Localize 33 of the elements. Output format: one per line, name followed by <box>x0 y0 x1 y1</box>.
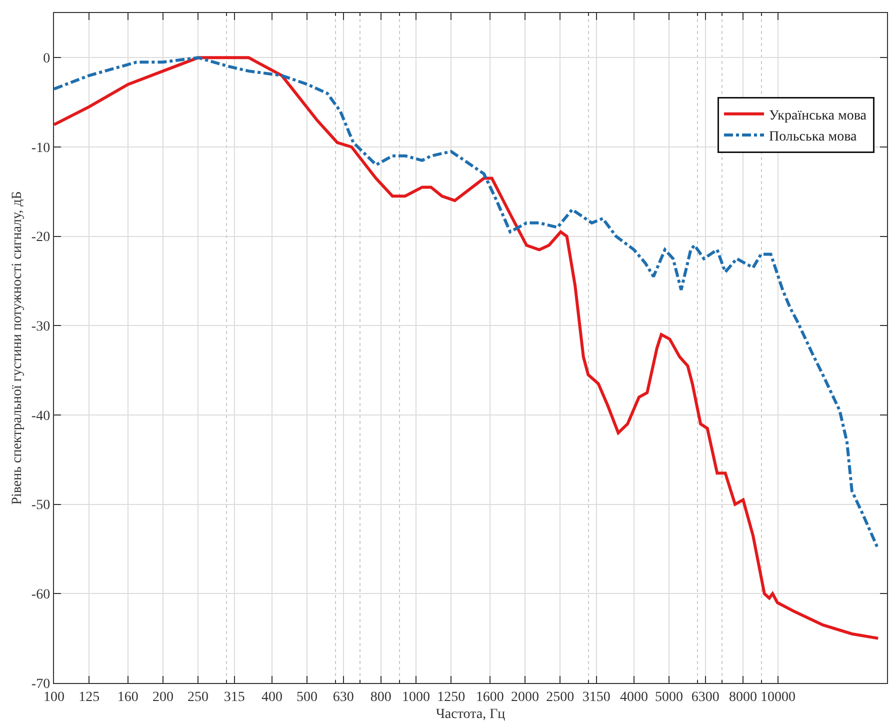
x-tick-label: 100 <box>44 690 64 705</box>
legend-label: Польська мова <box>769 130 858 145</box>
y-tick-label: -60 <box>31 588 50 603</box>
y-tick-label: -50 <box>31 498 50 514</box>
y-tick-label: -70 <box>31 676 50 692</box>
x-tick-label: 1600 <box>476 690 504 705</box>
x-tick-label: 315 <box>224 690 245 705</box>
legend-label: Українська мова <box>769 108 868 124</box>
x-axis-title: Частота, Гц <box>436 707 506 722</box>
x-tick-label: 200 <box>152 690 174 705</box>
x-tick-label: 500 <box>296 690 318 705</box>
x-tick-label: 8000 <box>728 690 757 705</box>
x-tick-label: 125 <box>78 690 100 705</box>
x-tick-label: 6300 <box>691 690 720 705</box>
x-tick-label: 2500 <box>546 690 574 705</box>
x-tick-label: 1000 <box>402 690 430 705</box>
x-tick-label: 5000 <box>655 690 684 705</box>
x-tick-label: 400 <box>261 690 282 705</box>
x-tick-label: 630 <box>332 690 354 705</box>
y-tick-label: -40 <box>31 408 50 424</box>
x-tick-label: 1250 <box>437 690 466 705</box>
x-tick-label: 3150 <box>582 690 610 705</box>
x-tick-label: 2000 <box>510 690 539 705</box>
y-axis-title: Рівень спектральної густини потужності сигналу, дБ <box>10 191 26 505</box>
x-tick-label: 4000 <box>620 690 648 705</box>
x-tick-label: 800 <box>370 690 392 705</box>
y-tick-label: -30 <box>31 320 50 335</box>
y-tick-label: -10 <box>31 140 50 156</box>
x-tick-label: 160 <box>117 690 138 705</box>
y-tick-label: -20 <box>31 230 50 246</box>
y-tick-label: 0 <box>43 52 50 67</box>
x-tick-label: 250 <box>188 690 209 705</box>
x-tick-label: 10000 <box>760 690 796 705</box>
